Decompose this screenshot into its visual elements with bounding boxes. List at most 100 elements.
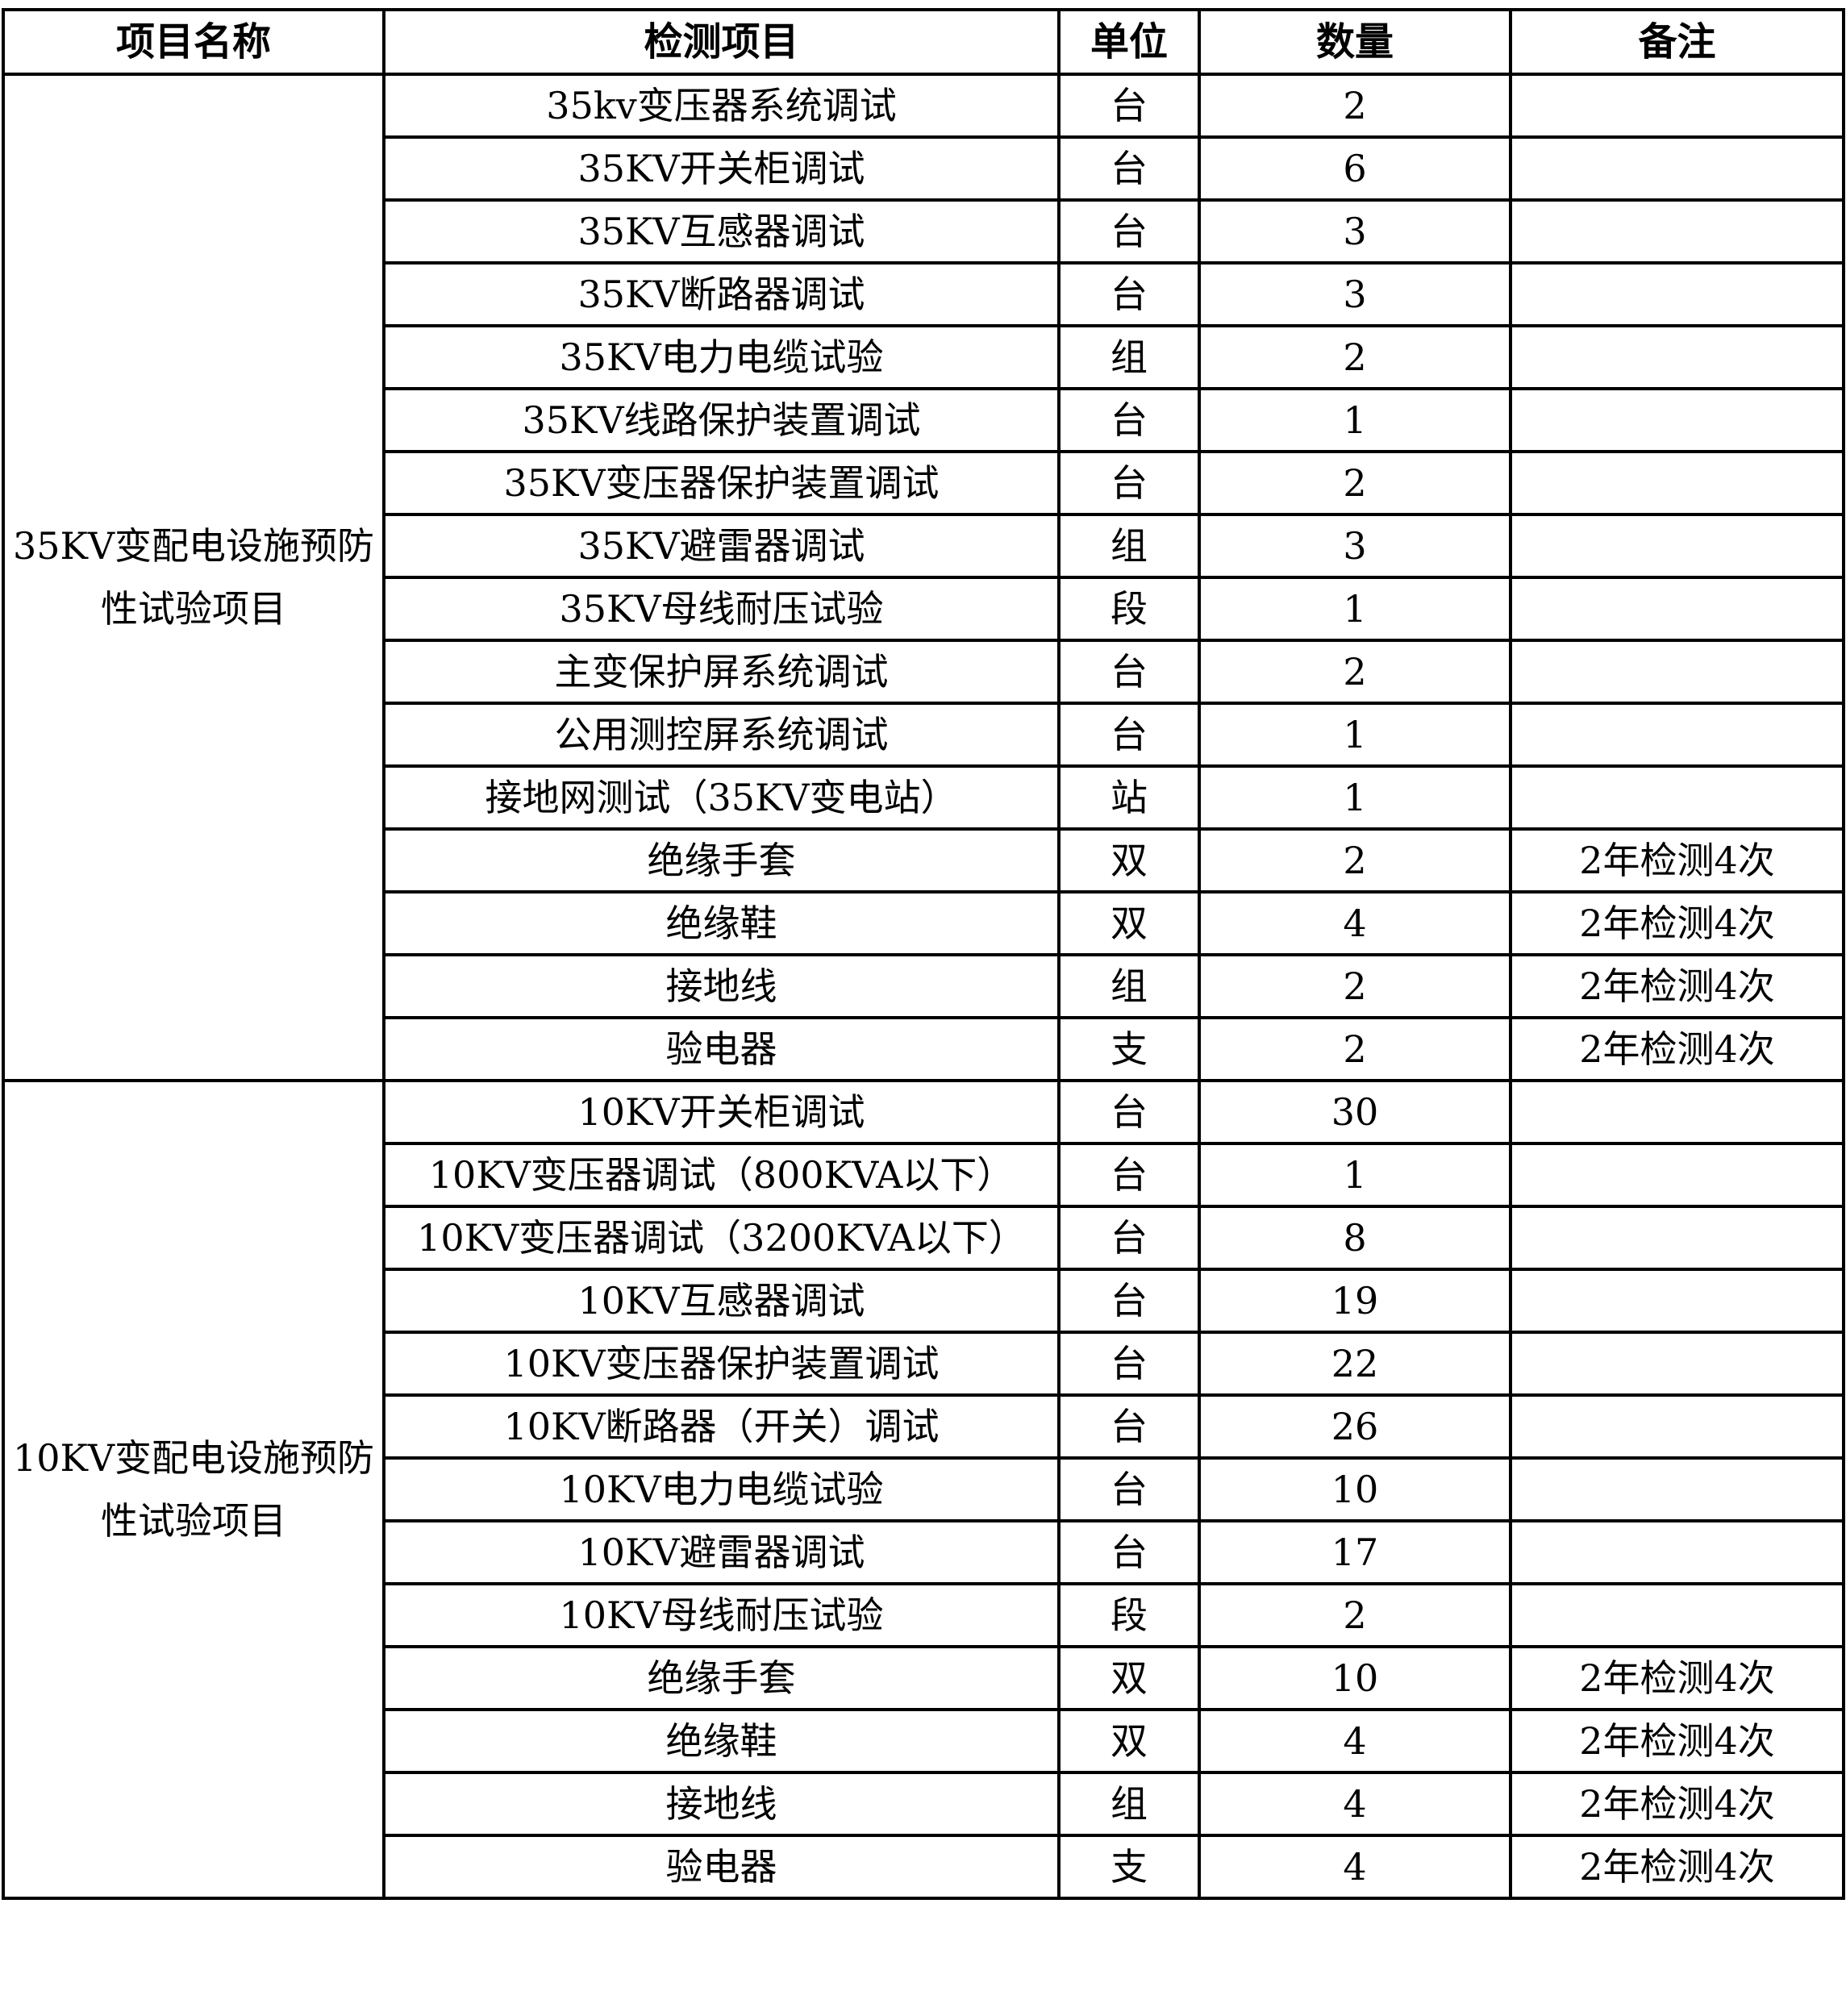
quantity-cell: 3 xyxy=(1198,261,1512,327)
table-row: 接地线组 2 2年检测4次 xyxy=(3,953,1845,1019)
unit-cell: 台 xyxy=(1057,1142,1201,1208)
project-name-cell: 10KV变配电设施预防性试验项目 xyxy=(2,1079,385,1900)
unit-cell: 台 xyxy=(1057,1456,1201,1522)
header-inspection-item: 检测项目 xyxy=(382,8,1061,76)
table-row: 公用测控屏系统调试台 1 xyxy=(3,702,1845,768)
header-project-name: 项目名称 xyxy=(2,8,385,76)
quantity-cell: 17 xyxy=(1198,1519,1512,1585)
quantity-cell: 3 xyxy=(1198,198,1512,264)
table-row: 35KV断路器调试台 3 xyxy=(3,261,1845,327)
remarks-cell xyxy=(1509,1079,1845,1145)
item-cell: 35KV开关柜调试 xyxy=(382,135,1061,202)
unit-cell: 组 xyxy=(1057,324,1201,390)
unit-cell: 台 xyxy=(1057,1331,1201,1397)
table-row: 35KV互感器调试台 3 xyxy=(3,198,1845,264)
remarks-cell xyxy=(1509,450,1845,516)
item-cell: 10KV母线耐压试验 xyxy=(382,1582,1061,1648)
quantity-cell: 2 xyxy=(1198,73,1512,139)
unit-cell: 段 xyxy=(1057,1582,1201,1648)
quantity-cell: 2 xyxy=(1198,324,1512,390)
table-row: 绝缘鞋双 4 2年检测4次 xyxy=(3,1708,1845,1774)
quantity-cell: 4 xyxy=(1198,1834,1512,1900)
quantity-cell: 2 xyxy=(1198,827,1512,893)
unit-cell: 台 xyxy=(1057,73,1201,139)
unit-cell: 台 xyxy=(1057,1205,1201,1271)
quantity-cell: 1 xyxy=(1198,387,1512,453)
table-row: 10KV母线耐压试验段 2 xyxy=(3,1582,1845,1648)
remarks-cell xyxy=(1509,198,1845,264)
inspection-table: 项目名称 检测项目 单位 数量 备注 35KV变配电设施预防性试验项目 35kv变… xyxy=(2,8,1845,1900)
remarks-cell: 2年检测4次 xyxy=(1509,827,1845,893)
unit-cell: 台 xyxy=(1057,135,1201,202)
table-row: 绝缘手套双 10 2年检测4次 xyxy=(3,1645,1845,1711)
unit-cell: 组 xyxy=(1057,1771,1201,1837)
remarks-cell xyxy=(1509,576,1845,642)
remarks-cell xyxy=(1509,1205,1845,1271)
remarks-cell xyxy=(1509,1456,1845,1522)
quantity-cell: 1 xyxy=(1198,1142,1512,1208)
item-cell: 绝缘鞋 xyxy=(382,1708,1061,1774)
item-cell: 10KV变压器调试（800KVA以下） xyxy=(382,1142,1061,1208)
unit-cell: 站 xyxy=(1057,764,1201,831)
table-row: 绝缘手套双 2 2年检测4次 xyxy=(3,827,1845,893)
remarks-cell xyxy=(1509,1268,1845,1334)
unit-cell: 台 xyxy=(1057,639,1201,705)
item-cell: 35KV互感器调试 xyxy=(382,198,1061,264)
item-cell: 35kv变压器系统调试 xyxy=(382,73,1061,139)
item-cell: 35KV母线耐压试验 xyxy=(382,576,1061,642)
unit-cell: 双 xyxy=(1057,827,1201,893)
item-cell: 绝缘手套 xyxy=(382,1645,1061,1711)
quantity-cell: 2 xyxy=(1198,639,1512,705)
quantity-cell: 2 xyxy=(1198,450,1512,516)
unit-cell: 段 xyxy=(1057,576,1201,642)
quantity-cell: 1 xyxy=(1198,702,1512,768)
table-row: 35KV变压器保护装置调试台 2 xyxy=(3,450,1845,516)
unit-cell: 台 xyxy=(1057,702,1201,768)
unit-cell: 台 xyxy=(1057,261,1201,327)
unit-cell: 台 xyxy=(1057,1519,1201,1585)
unit-cell: 组 xyxy=(1057,953,1201,1019)
table-row: 35KV电力电缆试验组 2 xyxy=(3,324,1845,390)
remarks-cell xyxy=(1509,513,1845,579)
unit-cell: 台 xyxy=(1057,450,1201,516)
quantity-cell: 1 xyxy=(1198,576,1512,642)
remarks-cell xyxy=(1509,764,1845,831)
item-cell: 公用测控屏系统调试 xyxy=(382,702,1061,768)
item-cell: 验电器 xyxy=(382,1016,1061,1082)
remarks-cell: 2年检测4次 xyxy=(1509,890,1845,956)
item-cell: 10KV避雷器调试 xyxy=(382,1519,1061,1585)
quantity-cell: 4 xyxy=(1198,1771,1512,1837)
unit-cell: 台 xyxy=(1057,387,1201,453)
quantity-cell: 4 xyxy=(1198,890,1512,956)
remarks-cell: 2年检测4次 xyxy=(1509,1708,1845,1774)
remarks-cell: 2年检测4次 xyxy=(1509,1645,1845,1711)
unit-cell: 台 xyxy=(1057,1079,1201,1145)
item-cell: 接地线 xyxy=(382,953,1061,1019)
remarks-cell xyxy=(1509,387,1845,453)
unit-cell: 双 xyxy=(1057,1708,1201,1774)
item-cell: 10KV断路器（开关）调试 xyxy=(382,1393,1061,1460)
unit-cell: 组 xyxy=(1057,513,1201,579)
remarks-cell: 2年检测4次 xyxy=(1509,1834,1845,1900)
item-cell: 验电器 xyxy=(382,1834,1061,1900)
item-cell: 绝缘手套 xyxy=(382,827,1061,893)
item-cell: 10KV开关柜调试 xyxy=(382,1079,1061,1145)
unit-cell: 支 xyxy=(1057,1834,1201,1900)
table-body: 35KV变配电设施预防性试验项目 35kv变压器系统调试台 2 35KV开关柜调试台 6… xyxy=(2,73,1845,1900)
remarks-cell xyxy=(1509,73,1845,139)
unit-cell: 支 xyxy=(1057,1016,1201,1082)
project-name-cell: 35KV变配电设施预防性试验项目 xyxy=(2,73,385,1082)
table-row: 10KV变压器保护装置调试台 22 xyxy=(3,1331,1845,1397)
item-cell: 10KV电力电缆试验 xyxy=(382,1456,1061,1522)
item-cell: 10KV变压器保护装置调试 xyxy=(382,1331,1061,1397)
item-cell: 主变保护屏系统调试 xyxy=(382,639,1061,705)
table-row: 主变保护屏系统调试台 2 xyxy=(3,639,1845,705)
remarks-cell xyxy=(1509,1142,1845,1208)
quantity-cell: 10 xyxy=(1198,1645,1512,1711)
unit-cell: 台 xyxy=(1057,1268,1201,1334)
quantity-cell: 2 xyxy=(1198,1016,1512,1082)
quantity-cell: 1 xyxy=(1198,764,1512,831)
quantity-cell: 30 xyxy=(1198,1079,1512,1145)
table-row: 绝缘鞋双 4 2年检测4次 xyxy=(3,890,1845,956)
item-cell: 接地网测试（35KV变电站） xyxy=(382,764,1061,831)
